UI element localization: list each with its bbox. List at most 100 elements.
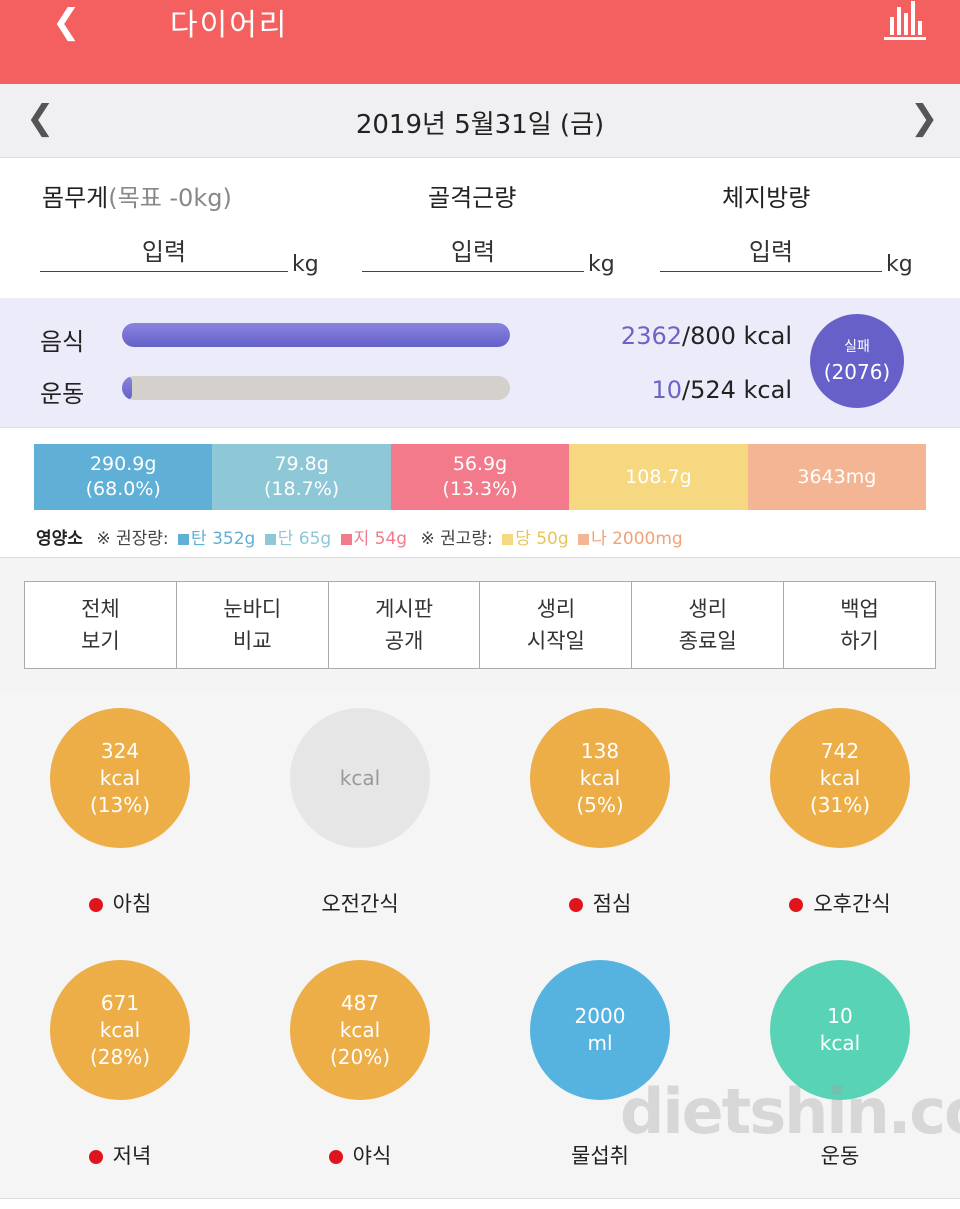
meal-label-text: 아침 [112, 892, 152, 916]
meal-calorie-circle[interactable]: 742 kcal (31%) [770, 708, 910, 848]
nutrient-segment: 79.8g (18.7%) [212, 444, 391, 510]
meal-unit: kcal [99, 765, 141, 790]
meal-label-text: 저녁 [112, 1144, 152, 1168]
nutrient-percent: (13.3%) [442, 478, 518, 500]
menu-label-line2: 비교 [232, 629, 272, 653]
back-arrow-icon[interactable]: ❮ [52, 2, 81, 42]
view-all-button[interactable]: 전체 보기 [25, 582, 177, 668]
meal-calorie-circle[interactable]: 671 kcal (28%) [50, 960, 190, 1100]
muscle-input[interactable]: 입력 [362, 232, 584, 272]
menu-label-line1: 눈바디 [223, 597, 282, 621]
food-value: 2362/800 kcal [620, 322, 792, 350]
menu-label-line1: 백업 [840, 597, 879, 621]
board-public-button[interactable]: 게시판 공개 [329, 582, 481, 668]
food-progress-bar [122, 323, 510, 347]
meal-item[interactable]: 2000 ml 물섭취 [480, 944, 720, 1184]
meal-item[interactable]: 671 kcal (28%) 저녁 [0, 944, 240, 1184]
meal-value: 487 [340, 990, 380, 1015]
nutrient-segment: 108.7g [569, 444, 748, 510]
meal-unit: kcal [579, 765, 621, 790]
nutrition-legend: 영양소 ※ 권장량: 탄 352g 단 65g 지 54g ※ 권고량: 당 5… [36, 529, 683, 549]
menu-label-line2: 종료일 [678, 629, 737, 653]
date-navigator: ❮ 2019년 5월31일 (금) ❯ [0, 84, 960, 158]
nutrition-section: 290.9g (68.0%) 79.8g (18.7%) 56.9g (13.3%) 108… [0, 428, 960, 558]
muscle-label: 골격근량 [428, 184, 517, 212]
meal-calorie-circle[interactable]: kcal [290, 708, 430, 848]
chevron-right-icon[interactable]: ❯ [910, 98, 939, 138]
meal-value: 2000 [574, 1004, 626, 1028]
body-measurements: 몸무게(목표 -0kg) 입력 kg 골격근량 입력 kg 체지방량 입력 kg [0, 158, 960, 298]
food-label: 음식 [40, 328, 85, 356]
meal-label: 운동 [720, 1140, 960, 1170]
menu-label-line2: 시작일 [526, 629, 585, 653]
app-header: ❮ 다이어리 [0, 0, 960, 84]
meal-item[interactable]: 324 kcal (13%) 아침 [0, 692, 240, 932]
meal-value: 324 [100, 738, 140, 763]
backup-button[interactable]: 백업 하기 [784, 582, 935, 668]
meal-item[interactable]: 487 kcal (20%) 야식 [240, 944, 480, 1184]
meal-calorie-circle[interactable]: 324 kcal (13%) [50, 708, 190, 848]
page-title: 다이어리 [170, 8, 289, 43]
exercise-label: 운동 [40, 380, 85, 408]
meal-unit: ml [587, 1031, 613, 1055]
meal-label: 점심 [480, 888, 720, 918]
meal-calorie-circle[interactable]: 487 kcal (20%) [290, 960, 430, 1100]
meal-item[interactable]: 138 kcal (5%) 점심 [480, 692, 720, 932]
menu-label-line1: 생리 [536, 597, 576, 621]
meal-label-text: 점심 [592, 892, 632, 916]
meal-calorie-circle[interactable]: 2000 ml [530, 960, 670, 1100]
meal-item[interactable]: 10 kcal 운동 [720, 944, 960, 1184]
meal-label-text: 야식 [352, 1144, 392, 1168]
meal-value: 742 [820, 738, 860, 763]
chevron-left-icon[interactable]: ❮ [26, 98, 55, 138]
meal-label: 오전간식 [240, 888, 480, 918]
meal-item[interactable]: 742 kcal (31%) 오후간식 [720, 692, 960, 932]
nutrition-bar: 290.9g (68.0%) 79.8g (18.7%) 56.9g (13.3%) 108… [34, 444, 927, 510]
meal-label-text: 운동 [820, 1144, 860, 1168]
meal-value: 138 [580, 738, 620, 763]
weight-input[interactable]: 입력 [40, 232, 288, 272]
nutrient-percent: (68.0%) [85, 478, 161, 500]
status-badge: 실패 (2076) [810, 314, 904, 408]
meal-item[interactable]: kcal 오전간식 [240, 692, 480, 932]
menu-label-line1: 생리 [688, 597, 728, 621]
meal-percent: (31%) [809, 792, 871, 817]
nutrient-amount: 3643mg [797, 465, 877, 488]
exercise-value: 10/524 kcal [651, 376, 792, 404]
current-date[interactable]: 2019년 5월31일 (금) [355, 110, 605, 140]
bar-chart-icon[interactable] [884, 0, 926, 40]
meal-label-text: 오전간식 [321, 892, 399, 916]
weight-unit: kg [292, 252, 319, 277]
meal-calorie-circle[interactable]: 138 kcal (5%) [530, 708, 670, 848]
nutrient-amount: 290.9g [89, 453, 157, 475]
recorded-dot-icon [88, 898, 103, 912]
nutrient-segment: 290.9g (68.0%) [34, 444, 213, 510]
watermark: dietshin.com [620, 1075, 960, 1148]
muscle-unit: kg [588, 252, 615, 277]
meal-calorie-circle[interactable]: 10 kcal [770, 960, 910, 1100]
energy-summary: 음식 2362/800 kcal 운동 10/524 kcal 실패 (2076… [0, 298, 960, 428]
recorded-dot-icon [568, 898, 583, 912]
action-menu: 전체 보기 눈바디 비교 게시판 공개 생리 시작일 생리 종료일 백업 하기 [24, 581, 936, 669]
nutrient-segment: 56.9g (13.3%) [390, 444, 570, 510]
exercise-progress-bar [122, 376, 510, 400]
menu-label-line2: 보기 [81, 629, 120, 653]
meal-percent: (20%) [329, 1044, 391, 1069]
meal-value: 671 [100, 990, 140, 1015]
meal-label: 물섭취 [480, 1140, 720, 1170]
meal-value: 10 [827, 1004, 853, 1028]
meals-grid: 324 kcal (13%) 아침 kcal 오전간식 138 kcal (5%) 점심 742 kc… [0, 692, 960, 1202]
nutrient-amount: 56.9g [452, 453, 508, 475]
nutrient-amount: 108.7g [625, 465, 692, 488]
weight-label: 몸무게(목표 -0kg) [42, 184, 232, 212]
meal-unit: kcal [339, 1017, 381, 1042]
menu-label-line1: 게시판 [375, 597, 434, 621]
fat-label: 체지방량 [722, 184, 811, 212]
nutrient-segment: 3643mg [747, 444, 927, 510]
meal-percent: (28%) [89, 1044, 151, 1069]
meal-percent: (5%) [576, 792, 624, 817]
fat-input[interactable]: 입력 [660, 232, 882, 272]
